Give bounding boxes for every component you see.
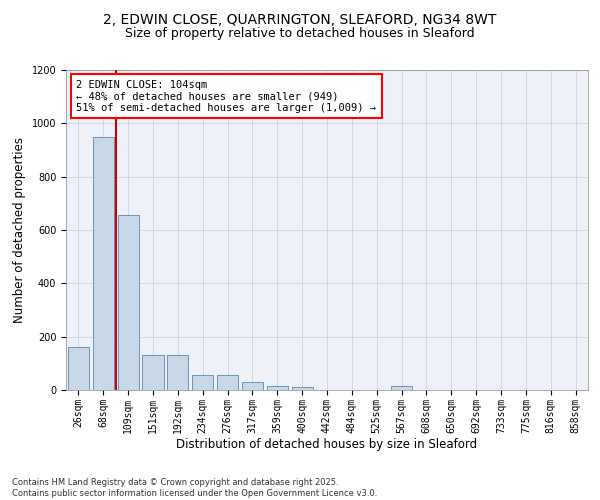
X-axis label: Distribution of detached houses by size in Sleaford: Distribution of detached houses by size … xyxy=(176,438,478,452)
Text: 2 EDWIN CLOSE: 104sqm
← 48% of detached houses are smaller (949)
51% of semi-det: 2 EDWIN CLOSE: 104sqm ← 48% of detached … xyxy=(76,80,376,113)
Bar xyxy=(242,382,263,390)
Text: 2, EDWIN CLOSE, QUARRINGTON, SLEAFORD, NG34 8WT: 2, EDWIN CLOSE, QUARRINGTON, SLEAFORD, N… xyxy=(103,12,497,26)
Bar xyxy=(118,216,139,390)
Text: Contains HM Land Registry data © Crown copyright and database right 2025.
Contai: Contains HM Land Registry data © Crown c… xyxy=(12,478,377,498)
Text: Size of property relative to detached houses in Sleaford: Size of property relative to detached ho… xyxy=(125,28,475,40)
Bar xyxy=(267,386,288,390)
Bar xyxy=(391,386,412,390)
Y-axis label: Number of detached properties: Number of detached properties xyxy=(13,137,26,323)
Bar xyxy=(192,375,213,390)
Bar xyxy=(142,356,164,390)
Bar xyxy=(68,347,89,390)
Bar xyxy=(292,388,313,390)
Bar xyxy=(217,375,238,390)
Bar xyxy=(167,356,188,390)
Bar xyxy=(93,137,114,390)
